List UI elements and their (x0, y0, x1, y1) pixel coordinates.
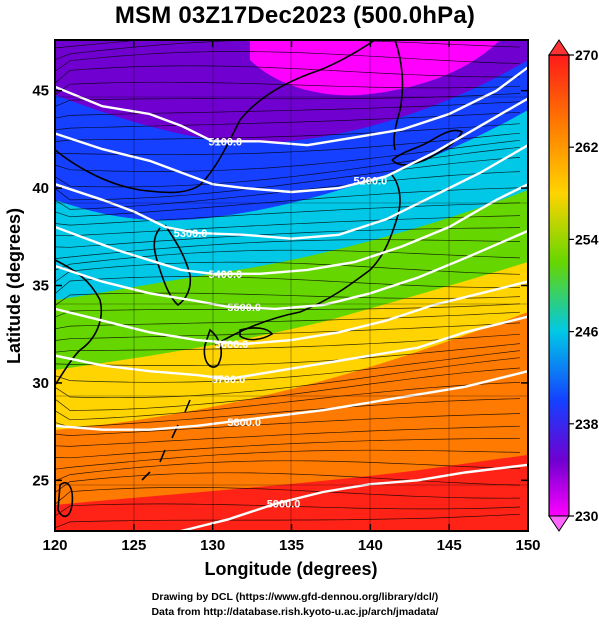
x-axis-label: Longitude (degrees) (204, 559, 377, 579)
streamline (55, 367, 521, 411)
streamline (55, 449, 521, 470)
streamline (55, 157, 521, 201)
streamline (55, 261, 521, 283)
temperature-field: 5100.05200.05300.05400.05500.05600.05700… (55, 40, 528, 531)
streamline (55, 425, 521, 447)
streamline (55, 472, 521, 493)
streamline (55, 123, 521, 142)
contour-label: 5500.0 (227, 302, 261, 314)
streamline (55, 132, 521, 156)
x-tick-label: 130 (200, 537, 225, 554)
contour-label: 5100.0 (208, 136, 242, 148)
streamline (55, 303, 521, 318)
streamline (55, 292, 521, 306)
y-tick-label: 30 (32, 375, 49, 392)
coast-japan-kyushu (203, 328, 222, 368)
streamline (55, 311, 521, 330)
streamline (55, 382, 521, 421)
y-tick-label: 25 (32, 472, 49, 489)
chart-title: MSM 03Z17Dec2023 (500.0hPa) (114, 2, 476, 29)
colorbar-tick-label: 270 (575, 47, 599, 63)
streamline (55, 322, 521, 341)
streamline (55, 343, 521, 366)
streamline (55, 398, 521, 428)
colorbar-ticks: 270 262 254 246 238 230 (569, 47, 599, 524)
credits: Drawing by DCL (https://www.gfd-dennou.o… (0, 590, 590, 620)
coast-japan-honshu (214, 174, 401, 346)
colorbar-top-arrow (548, 39, 570, 56)
streamline (55, 513, 521, 529)
streamline (55, 460, 521, 482)
contour-line (55, 144, 528, 240)
contour-label: 5900.0 (267, 499, 301, 511)
colorbar: 270 262 254 246 238 230 (548, 39, 599, 532)
contour-label: 5600.0 (215, 339, 249, 351)
contour-label: 5400.0 (208, 269, 242, 281)
colorbar-body (548, 54, 570, 517)
colorbar-tick-label: 262 (575, 139, 599, 155)
streamline (55, 146, 521, 188)
streamline (55, 487, 521, 505)
x-tick-label: 125 (121, 537, 146, 554)
y-axis-ticks: 25 30 35 40 45 (32, 83, 528, 489)
x-axis-ticks: 120 125 130 135 140 145 150 (42, 40, 541, 554)
contour-line (180, 463, 528, 531)
band-red (55, 455, 528, 531)
coast-taiwan (57, 481, 74, 518)
streamline (55, 101, 521, 119)
contour-label: 5700.0 (212, 374, 246, 386)
contour-label: 5800.0 (227, 417, 261, 429)
streamline (55, 51, 521, 72)
y-tick-label: 35 (32, 278, 49, 295)
streamline (55, 239, 521, 259)
x-tick-label: 145 (437, 537, 462, 554)
colorbar-tick-label: 230 (575, 508, 599, 524)
coast-japan-shikoku (239, 327, 274, 341)
streamline (55, 202, 521, 226)
y-axis-label: Latitude (degrees) (4, 208, 24, 364)
streamline (55, 81, 521, 96)
coastline (55, 40, 464, 518)
contour-label: 5300.0 (174, 228, 208, 240)
coast-sakhalin (393, 40, 404, 151)
credits-line-2: Data from http://database.rish.kyoto-u.a… (151, 606, 439, 618)
streamline (55, 215, 521, 237)
y-tick-label: 45 (32, 83, 49, 100)
x-tick-label: 135 (279, 537, 304, 554)
streamline (55, 503, 521, 517)
lat-lon-grid (55, 40, 528, 531)
band-magenta (250, 40, 500, 96)
contour-line (55, 66, 528, 147)
streamline (55, 350, 521, 383)
colorbar-tick-label: 238 (575, 416, 599, 432)
wind-streamlines (55, 40, 521, 529)
colorbar-bottom-arrow (548, 515, 570, 532)
coast-korea (153, 224, 192, 307)
coast-china-east (55, 259, 102, 386)
streamline (55, 357, 521, 399)
credits-line-1: Drawing by DCL (https://www.gfd-dennou.o… (151, 591, 439, 603)
coast-ryukyu (141, 399, 191, 481)
colorbar-tick-label: 246 (575, 324, 599, 340)
y-tick-label: 40 (32, 180, 49, 197)
x-tick-label: 120 (42, 537, 67, 554)
streamline (55, 413, 521, 436)
x-tick-label: 140 (358, 537, 383, 554)
coast-asia-mainland (55, 40, 376, 194)
streamline (55, 249, 521, 271)
x-tick-label: 150 (515, 537, 540, 554)
colorbar-tick-label: 254 (575, 231, 599, 247)
streamline (55, 40, 521, 61)
contour-line (55, 97, 528, 194)
streamline (55, 65, 521, 84)
streamline (55, 276, 521, 294)
streamline (55, 437, 521, 459)
